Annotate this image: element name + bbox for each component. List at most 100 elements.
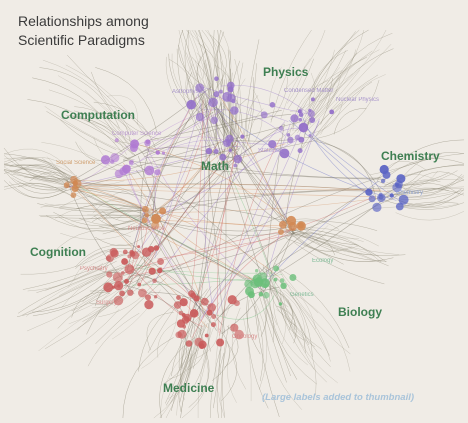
paradigm-link — [217, 142, 238, 333]
strand-line — [283, 29, 326, 91]
strand-line — [316, 79, 380, 139]
strand-line — [178, 288, 208, 368]
paradigm-node — [161, 151, 166, 155]
strand-line — [333, 108, 367, 135]
strand-line — [95, 67, 158, 134]
paradigm-node — [214, 76, 219, 81]
strand-line — [61, 117, 127, 155]
strand-line — [184, 29, 213, 124]
strand-line — [25, 267, 127, 317]
strand-line — [320, 74, 386, 135]
paradigm-link — [218, 107, 286, 224]
paradigm-link — [152, 121, 286, 284]
thumbnail-note: (Large labels added to thumbnail) — [262, 392, 415, 403]
paradigm-node — [70, 192, 77, 199]
strand-line — [164, 334, 187, 384]
strand-line — [3, 153, 66, 174]
strand-line — [180, 320, 206, 412]
strand-line — [98, 268, 163, 318]
strand-line — [269, 288, 293, 331]
paradigm-link — [265, 123, 285, 290]
strand-line — [185, 64, 206, 112]
strand-line — [178, 349, 199, 413]
paradigm-node — [106, 271, 113, 278]
paradigm-node — [395, 183, 400, 187]
strand-line — [3, 147, 78, 180]
strand-line — [292, 232, 387, 262]
paradigm-node — [144, 300, 154, 310]
strand-line — [292, 31, 356, 127]
strand-line — [61, 183, 150, 203]
paradigm-link — [211, 105, 288, 225]
strand-line — [287, 232, 374, 261]
paradigm-link — [69, 186, 285, 226]
paradigm-link — [215, 295, 275, 320]
strand-line — [99, 221, 157, 231]
paradigm-node — [128, 160, 134, 165]
paradigm-node — [119, 167, 128, 176]
strand-line — [215, 102, 229, 169]
paradigm-link — [71, 186, 261, 288]
strand-line — [227, 338, 237, 403]
strand-line — [99, 262, 162, 304]
strand-line — [216, 352, 225, 419]
strand-line — [57, 275, 141, 329]
strand-line — [52, 230, 131, 254]
paradigm-node — [288, 222, 298, 231]
paradigm-link — [213, 100, 240, 142]
strand-line — [168, 53, 191, 107]
paradigm-link — [185, 157, 241, 340]
paradigm-node — [278, 125, 284, 131]
strand-line — [197, 327, 211, 393]
strand-line — [247, 299, 269, 409]
paradigm-link — [200, 92, 263, 280]
paradigm-node — [120, 271, 125, 275]
strand-line — [67, 54, 148, 132]
paradigm-node — [268, 140, 277, 149]
paradigm-link — [130, 267, 275, 274]
paradigm-node — [279, 278, 285, 283]
paradigm-link — [215, 110, 241, 147]
paradigm-node — [269, 102, 276, 108]
strand-line — [75, 248, 134, 269]
paradigm-node — [298, 112, 304, 117]
label-medicine: Medicine — [163, 381, 215, 395]
strand-line — [287, 66, 306, 104]
strand-line — [270, 76, 288, 121]
strand-line — [176, 321, 204, 416]
strand-line — [220, 341, 228, 419]
strand-line — [22, 269, 119, 316]
strand-line — [93, 101, 158, 154]
strand-line — [3, 148, 73, 174]
paradigm-node — [218, 89, 223, 94]
strand-line — [300, 86, 365, 151]
paradigm-node — [273, 265, 280, 272]
strand-line — [3, 156, 69, 183]
strand-line — [10, 167, 70, 184]
strand-line — [300, 52, 358, 127]
paradigm-node — [296, 221, 306, 231]
strand-line — [46, 215, 141, 229]
paradigm-link — [126, 142, 229, 282]
strand-line — [185, 29, 212, 100]
strand-line — [157, 321, 178, 358]
paradigm-node — [230, 106, 239, 115]
paradigm-node — [398, 194, 409, 205]
strand-line — [207, 302, 220, 352]
paradigm-link — [203, 110, 215, 314]
strand-line — [188, 29, 209, 99]
paradigm-link — [218, 151, 279, 295]
minor-label-oncology: Oncology — [232, 334, 258, 340]
paradigm-link — [66, 94, 218, 186]
strand-line — [53, 212, 149, 227]
strand-line — [311, 29, 365, 102]
strand-line — [195, 30, 211, 101]
strand-line — [221, 340, 238, 401]
strand-line — [41, 142, 120, 172]
paradigm-node — [210, 116, 219, 125]
paradigm-node — [194, 337, 204, 347]
paradigm-link — [154, 219, 293, 232]
strand-line — [194, 323, 210, 386]
strand-line — [20, 248, 114, 275]
paradigm-node — [176, 295, 181, 300]
